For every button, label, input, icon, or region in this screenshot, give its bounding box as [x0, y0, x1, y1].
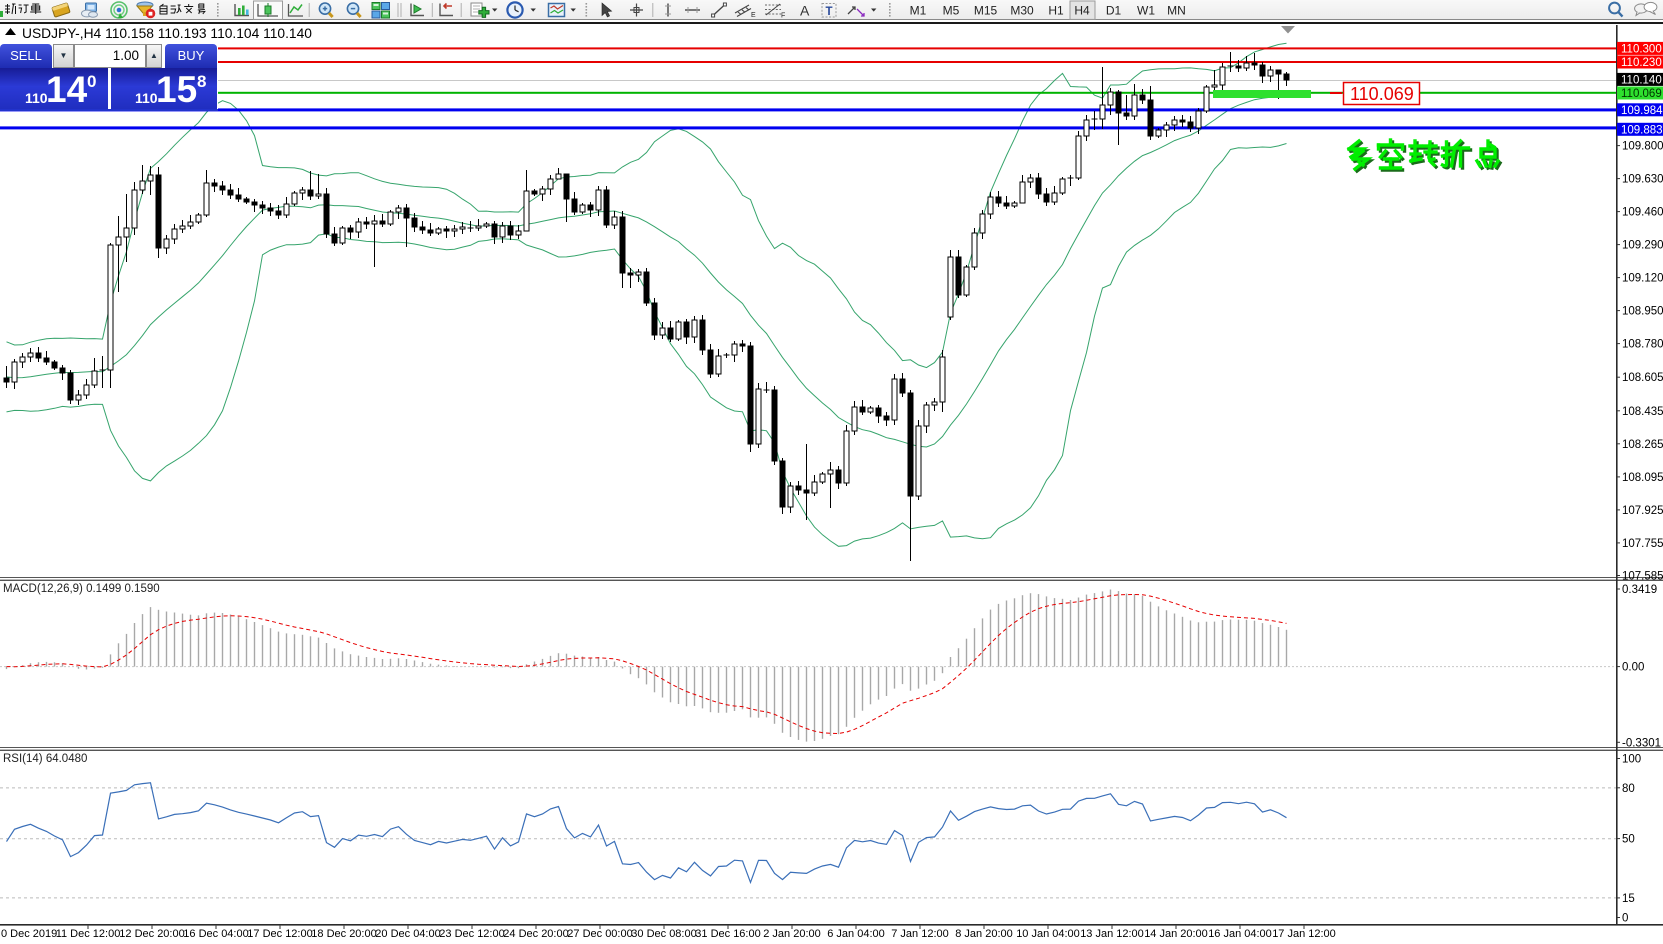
svg-text:RSI(14) 64.0480: RSI(14) 64.0480 — [3, 753, 87, 765]
svg-text:108.435: 108.435 — [1622, 406, 1663, 418]
svg-text:12 Dec 20:00: 12 Dec 20:00 — [119, 928, 184, 940]
svg-text:6 Jan 04:00: 6 Jan 04:00 — [827, 928, 885, 940]
svg-text:110.069: 110.069 — [1621, 88, 1662, 100]
svg-text:110.300: 110.300 — [1621, 43, 1662, 55]
svg-text:108.605: 108.605 — [1622, 372, 1663, 384]
svg-text:110.140: 110.140 — [1621, 74, 1662, 86]
svg-text:M15: M15 — [974, 4, 998, 18]
svg-text:109.290: 109.290 — [1622, 240, 1663, 252]
svg-text:7 Jan 12:00: 7 Jan 12:00 — [891, 928, 949, 940]
svg-text:24 Dec 20:00: 24 Dec 20:00 — [503, 928, 568, 940]
svg-text:108.265: 108.265 — [1622, 439, 1663, 451]
svg-text:108.950: 108.950 — [1622, 306, 1663, 318]
svg-text:108.780: 108.780 — [1622, 339, 1663, 351]
svg-text:107.585: 107.585 — [1622, 571, 1663, 583]
svg-text:107.925: 107.925 — [1622, 505, 1663, 517]
svg-text:109.984: 109.984 — [1621, 105, 1663, 117]
svg-text:A: A — [800, 3, 810, 19]
svg-text:MN: MN — [1167, 4, 1186, 18]
svg-text:11 Dec 12:00: 11 Dec 12:00 — [56, 928, 121, 940]
svg-text:13 Jan 12:00: 13 Jan 12:00 — [1080, 928, 1144, 940]
svg-text:F: F — [781, 13, 785, 20]
svg-text:16 Dec 04:00: 16 Dec 04:00 — [183, 928, 248, 940]
svg-text:100: 100 — [1622, 754, 1641, 766]
svg-text:109.120: 109.120 — [1622, 273, 1663, 285]
svg-text:80: 80 — [1622, 783, 1635, 795]
svg-text:14 Jan 20:00: 14 Jan 20:00 — [1144, 928, 1208, 940]
svg-text:16 Jan 04:00: 16 Jan 04:00 — [1208, 928, 1272, 940]
svg-text:E: E — [751, 12, 756, 19]
svg-text:18 Dec 20:00: 18 Dec 20:00 — [311, 928, 376, 940]
svg-text:8 Jan 20:00: 8 Jan 20:00 — [955, 928, 1013, 940]
svg-text:2 Jan 20:00: 2 Jan 20:00 — [763, 928, 821, 940]
svg-text:109.800: 109.800 — [1622, 141, 1663, 153]
svg-text:M1: M1 — [910, 4, 927, 18]
svg-text:107.755: 107.755 — [1622, 538, 1663, 550]
svg-text:50: 50 — [1622, 834, 1635, 846]
svg-text:108.095: 108.095 — [1622, 472, 1663, 484]
svg-text:H1: H1 — [1048, 4, 1064, 18]
svg-text:D1: D1 — [1106, 4, 1122, 18]
svg-text:110.230: 110.230 — [1621, 57, 1662, 69]
svg-text:T: T — [826, 6, 833, 18]
svg-text:109.630: 109.630 — [1622, 174, 1663, 186]
svg-text:30 Dec 08:00: 30 Dec 08:00 — [631, 928, 696, 940]
svg-text:17 Dec 12:00: 17 Dec 12:00 — [247, 928, 312, 940]
svg-text:109.883: 109.883 — [1621, 124, 1663, 136]
svg-text:17 Jan 12:00: 17 Jan 12:00 — [1272, 928, 1336, 940]
svg-text:M5: M5 — [943, 4, 960, 18]
svg-text:31 Dec 16:00: 31 Dec 16:00 — [695, 928, 760, 940]
svg-text:15: 15 — [1622, 893, 1635, 905]
svg-text:109.460: 109.460 — [1622, 207, 1663, 219]
svg-text:0.00: 0.00 — [1622, 662, 1644, 674]
svg-text:USDJPY-,H4 110.158 110.193 11: USDJPY-,H4 110.158 110.193 110.104 110.1… — [22, 26, 312, 41]
svg-text:10 Jan 04:00: 10 Jan 04:00 — [1016, 928, 1080, 940]
svg-text:0.3419: 0.3419 — [1622, 584, 1657, 596]
svg-text:23 Dec 12:00: 23 Dec 12:00 — [439, 928, 504, 940]
svg-text:M30: M30 — [1010, 4, 1034, 18]
svg-text:0 Dec 2019: 0 Dec 2019 — [1, 928, 57, 940]
svg-text:H4: H4 — [1074, 4, 1090, 18]
svg-text:W1: W1 — [1137, 4, 1155, 18]
svg-text:110.069: 110.069 — [1350, 84, 1414, 104]
svg-text:27 Dec 00:00: 27 Dec 00:00 — [567, 928, 632, 940]
svg-text:0: 0 — [1622, 913, 1628, 925]
svg-text:-0.3301: -0.3301 — [1622, 737, 1661, 749]
svg-text:MACD(12,26,9) 0.1499 0.1590: MACD(12,26,9) 0.1499 0.1590 — [3, 583, 160, 595]
svg-text:20 Dec 04:00: 20 Dec 04:00 — [375, 928, 440, 940]
